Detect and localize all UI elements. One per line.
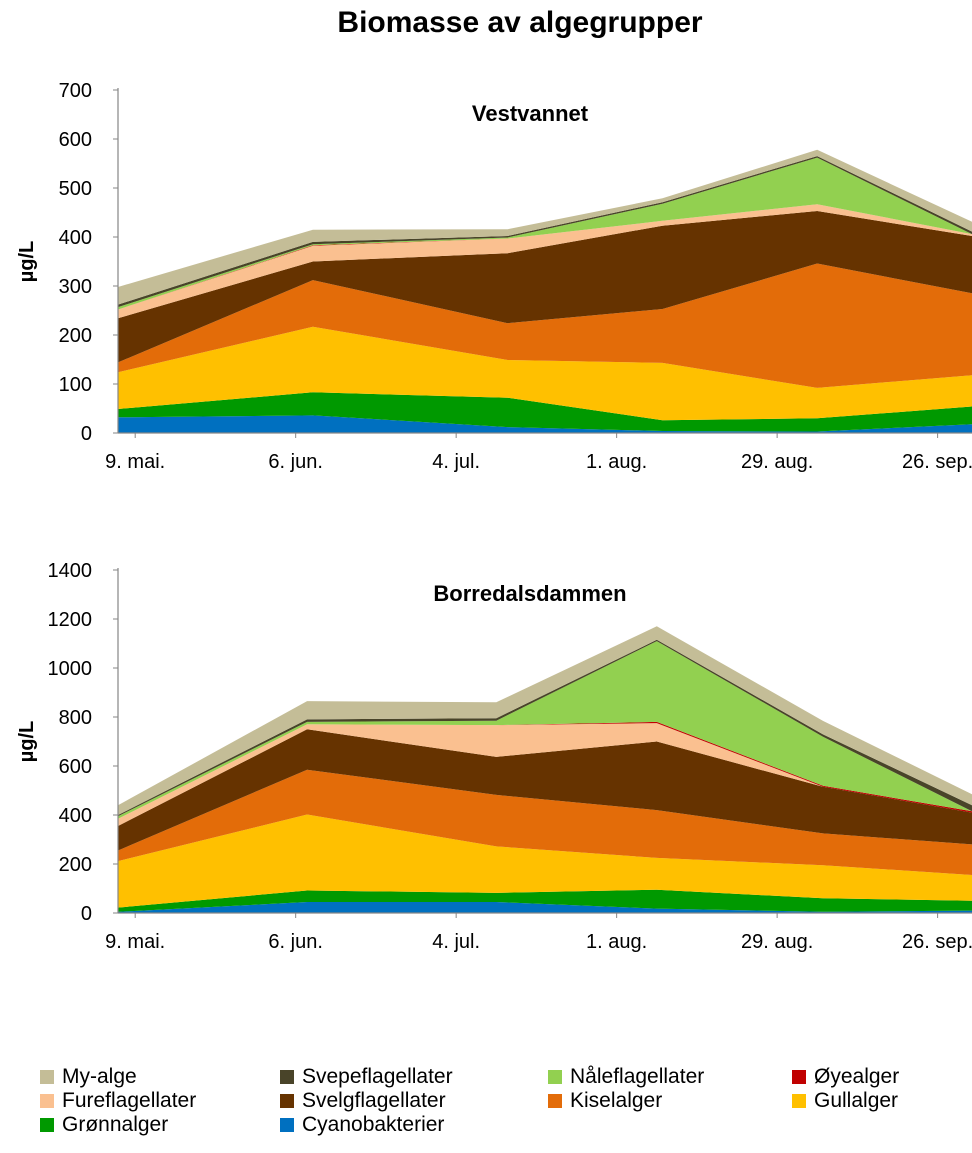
legend-item-cyanobakterier: Cyanobakterier [280,1113,444,1137]
y-tick-label: 0 [81,423,92,445]
legend-swatch [548,1094,562,1108]
area-fureflagellater [118,723,972,826]
y-axis-label: µg/L [16,721,38,763]
y-tick-label: 100 [59,374,92,396]
chart-vestvannet: 0 100 200 300 400 500 600 700 9. mai. 6. jun. 4. j… [16,80,972,473]
x-tick-label: 9. mai. [105,931,165,953]
x-tick-label: 26. sep. [902,931,972,953]
legend-item-oyealger: Øyealger [792,1065,899,1089]
y-tick-label: 0 [81,903,92,925]
y-tick-label: 200 [59,325,92,347]
area-my-alge [118,626,972,815]
area-cyanobakterier [118,415,972,433]
legend-label: Svepeflagellater [302,1065,453,1088]
legend-swatch [40,1094,54,1108]
y-tick-label: 800 [59,707,92,729]
area-naleflagellater [118,641,972,819]
y-tick-label: 200 [59,854,92,876]
legend-swatch [280,1070,294,1084]
x-tick-label: 9. mai. [105,451,165,473]
y-tick-label: 600 [59,756,92,778]
legend-label: My-alge [62,1065,137,1088]
legend-label: Cyanobakterier [302,1113,445,1136]
x-tick-label: 1. aug. [586,931,647,953]
area-gullalger [118,326,972,421]
y-tick-label: 400 [59,227,92,249]
y-tick-label: 1000 [48,658,93,680]
y-tick-label: 600 [59,129,92,151]
area-gronnalger [118,392,972,432]
x-tick-label: 6. jun. [268,451,322,473]
legend-item-svepeflagellater: Svepeflagellater [280,1065,453,1089]
legend-swatch [548,1070,562,1084]
x-tick-label: 4. jul. [432,931,480,953]
legend-swatch [280,1118,294,1132]
legend-swatch [40,1070,54,1084]
area-kiselalger [118,769,972,875]
legend-item-fureflagellater: Fureflagellater [40,1089,196,1113]
area-my-alge [118,149,972,305]
legend-item-gullalger: Gullalger [792,1089,898,1113]
y-tick-label: 1200 [48,609,93,631]
y-tick-label: 700 [59,80,92,102]
chart-title: Vestvannet [472,101,589,126]
legend-label: Svelgflagellater [302,1089,446,1112]
main-title: Biomasse av algegrupper [337,6,703,39]
area-kiselalger [118,263,972,388]
legend-swatch [40,1118,54,1132]
legend-label: Grønnalger [62,1113,169,1136]
legend-item-naleflagellater: Nåleflagellater [548,1065,704,1089]
area-svelgflagellater [118,211,972,363]
legend-swatch [792,1070,806,1084]
area-fureflagellater [118,204,972,319]
x-tick-label: 6. jun. [268,931,322,953]
area-svelgflagellater [118,729,972,851]
legend-label: Gullalger [814,1089,899,1112]
x-tick-label: 29. aug. [741,931,813,953]
legend-label: Fureflagellater [62,1089,197,1112]
area-gullalger [118,814,972,908]
y-tick-label: 500 [59,178,92,200]
legend-item-gronnalger: Grønnalger [40,1113,168,1137]
x-tick-label: 26. sep. [902,451,972,473]
legend-label: Nåleflagellater [570,1065,705,1088]
y-tick-label: 300 [59,276,92,298]
area-cyanobakterier [118,902,972,913]
legend-item-svelgflagellater: Svelgflagellater [280,1089,446,1113]
legend-item-kiselalger: Kiselalger [548,1089,662,1113]
legend-item-my-alge: My-alge [40,1065,137,1089]
chart-title: Borredalsdammen [433,581,626,606]
area-naleflagellater [118,157,972,310]
x-tick-label: 1. aug. [586,451,647,473]
legend-swatch [280,1094,294,1108]
y-tick-label: 400 [59,805,92,827]
y-axis-label: µg/L [16,241,38,283]
legend-swatch [792,1094,806,1108]
legend-label: Øyealger [814,1065,900,1088]
y-tick-label: 1400 [48,560,93,582]
chart-borredalsdammen: 0 200 400 600 800 1000 1200 1400 9. mai. 6. jun. 4… [16,560,972,953]
x-tick-label: 29. aug. [741,451,813,473]
area-gronnalger [118,889,972,912]
legend-label: Kiselalger [570,1089,663,1112]
x-tick-label: 4. jul. [432,451,480,473]
